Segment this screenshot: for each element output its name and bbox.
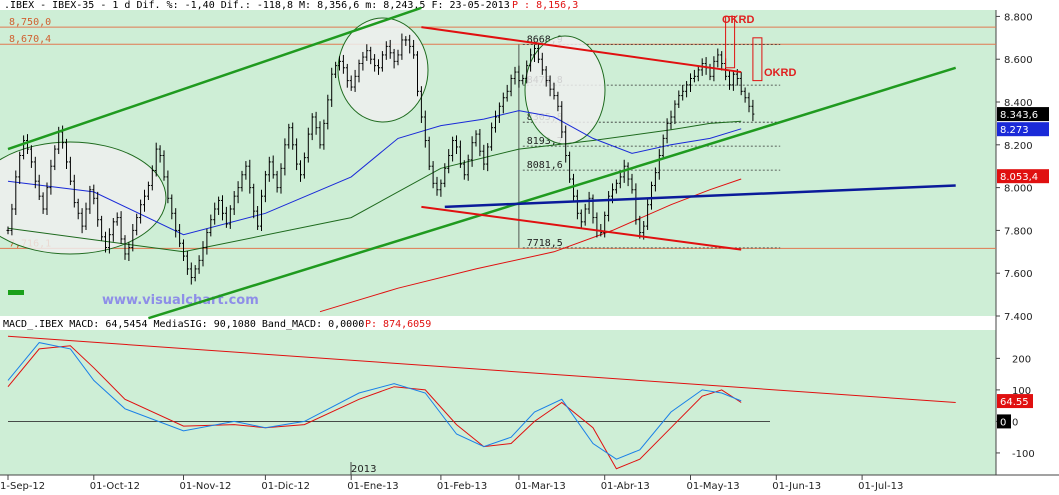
date-axis-label: 01-May-13: [687, 481, 740, 492]
price-axis-label: 8.000: [1004, 184, 1033, 195]
macd-value-badge: [997, 394, 1033, 409]
level-label: 8,750,0: [9, 17, 51, 28]
channel-upper-line: [7, 6, 422, 151]
price-value-label: 8.053,4: [1000, 172, 1038, 183]
year-label: 2013: [351, 464, 376, 475]
macd-line: [7, 342, 742, 460]
okrd-label: OKRD: [722, 14, 754, 26]
date-axis-label: 01-Mar-13: [515, 481, 566, 492]
price-value-badge: [997, 107, 1049, 122]
date-axis-label: 1-Sep-12: [0, 481, 45, 492]
date-axis-label: 01-Feb-13: [437, 481, 487, 492]
blue-trend-line: [444, 184, 956, 209]
macd-header-bar: [0, 317, 996, 330]
macd-axis-label: 0: [1012, 417, 1018, 428]
fib-label: 8668,9: [527, 34, 563, 45]
date-axis-label: 01-Oct-12: [90, 481, 140, 492]
price-axis-label: 7.600: [1004, 269, 1033, 280]
green-marker: [8, 290, 24, 295]
fib-label: 8193,7: [527, 136, 563, 147]
support-line: [421, 205, 742, 251]
ma-mid-line: [7, 120, 742, 253]
date-axis-label: 01-Jun-13: [772, 481, 821, 492]
okrd-label: OKRD: [764, 67, 796, 79]
price-header-prev: P : 8,156,3: [512, 0, 578, 11]
price-axis-label: 8.400: [1004, 98, 1033, 109]
axis-layer: 8.800 8.600 8.400 8.200 8.000 7.800 7.600 7.400…: [0, 12, 1049, 492]
date-axis-label: 01-Dic-12: [261, 481, 310, 492]
price-header-bar: [0, 0, 996, 10]
watermark: www.visualchart.com: [102, 293, 259, 308]
price-value-label: 8.273: [1000, 125, 1029, 136]
price-panel: [0, 10, 996, 316]
fib-label: 7718,5: [527, 238, 563, 249]
channel-lower-line: [148, 66, 957, 320]
price-axis-label: 7.400: [1004, 312, 1033, 323]
zero-value-badge: [997, 414, 1011, 429]
macd-axis-label: -100: [1012, 449, 1035, 460]
fib-label: 8081,6: [527, 160, 563, 171]
price-value-label: 8.343,6: [1000, 110, 1038, 121]
price-axis-label: 7.800: [1004, 226, 1033, 237]
price-value-badge: [997, 169, 1049, 184]
date-axis-label: 01-Jul-13: [858, 481, 903, 492]
zero-value-label: 0: [1000, 417, 1006, 428]
price-header-text: .IBEX - IBEX-35 - 1 d Dif. %: -1,40 Dif.…: [4, 0, 510, 11]
macd-signal-line: [7, 345, 742, 470]
okrd-box: [752, 37, 763, 82]
macd-panel: [0, 330, 996, 475]
macd-header-prev: P: 874,6059: [365, 319, 431, 330]
price-axis-label: 8.600: [1004, 55, 1033, 66]
macd-trendline: [7, 335, 956, 403]
resistance-line: [421, 26, 742, 74]
date-axis-label: 01-Nov-12: [180, 481, 232, 492]
date-axis-label: 01-Ene-13: [347, 481, 398, 492]
price-axis-label: 8.200: [1004, 141, 1033, 152]
price-value-badge: [997, 122, 1049, 137]
macd-value-label: 64.55: [1000, 397, 1029, 408]
ma-slow-line: [319, 178, 742, 313]
macd-header-text: MACD_.IBEX MACD: 64,5454 MediaSIG: 90,10…: [3, 319, 364, 330]
macd-axis-label: 100: [1012, 386, 1031, 397]
macd-axis-label: 200: [1012, 354, 1031, 365]
highlight-ellipse: [0, 141, 167, 255]
level-label: 8,670,4: [9, 34, 51, 45]
date-axis-label: 01-Abr-13: [601, 481, 650, 492]
right-axis: [996, 0, 1059, 495]
price-axis-label: 8.800: [1004, 12, 1033, 23]
highlight-ellipse: [337, 17, 429, 123]
macd-layer: [7, 335, 956, 470]
price-layer: 8,750,08,670,47,716,18668,98478,88305,88…: [0, 6, 996, 320]
okrd-box: [725, 15, 736, 69]
